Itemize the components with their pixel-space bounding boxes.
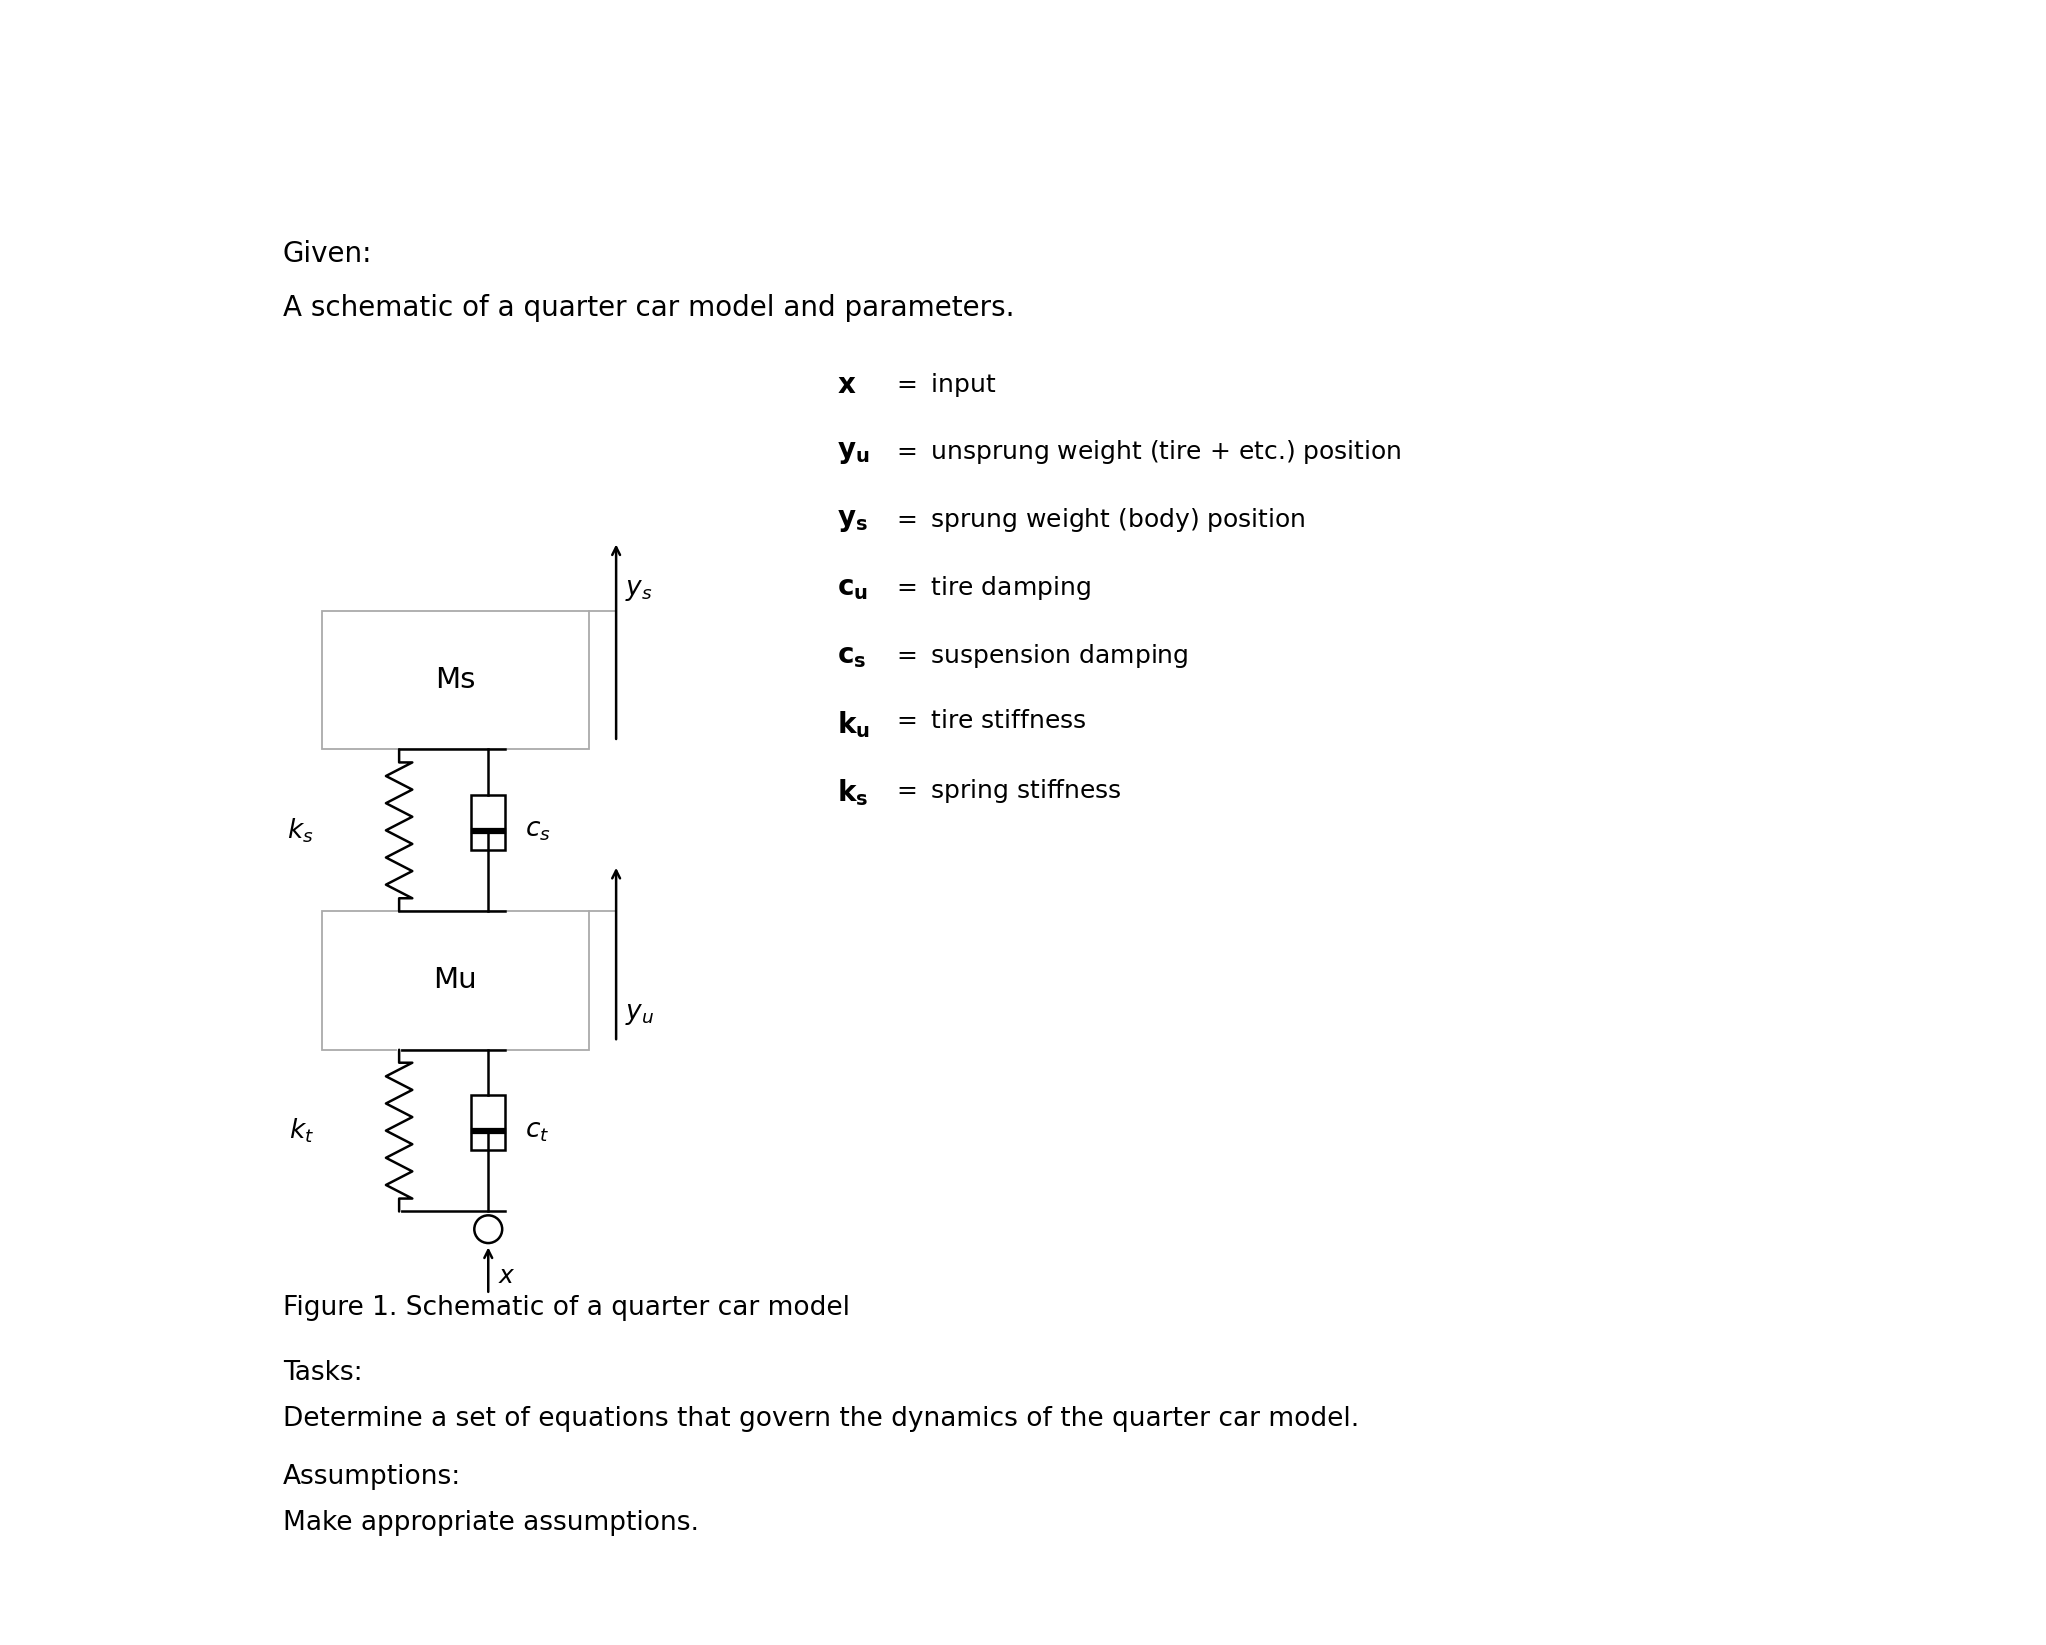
Text: $=$ tire stiffness: $=$ tire stiffness: [884, 709, 1086, 734]
Text: $\mathbf{y_u}$: $\mathbf{y_u}$: [837, 439, 870, 467]
Text: $=$ unsprung weight (tire + etc.) position: $=$ unsprung weight (tire + etc.) positi…: [884, 439, 1402, 467]
Text: $\mathbf{k_u}$: $\mathbf{k_u}$: [837, 709, 870, 740]
Text: $\mathbf{c_s}$: $\mathbf{c_s}$: [837, 642, 865, 670]
FancyBboxPatch shape: [471, 795, 505, 850]
Text: Ms: Ms: [436, 666, 475, 694]
Text: $\mathbf{y_s}$: $\mathbf{y_s}$: [837, 507, 868, 535]
Text: Assumptions:: Assumptions:: [282, 1464, 460, 1490]
Text: Figure 1. Schematic of a quarter car model: Figure 1. Schematic of a quarter car mod…: [282, 1295, 849, 1321]
FancyBboxPatch shape: [471, 1096, 505, 1150]
Text: $=$ tire damping: $=$ tire damping: [884, 574, 1091, 602]
Text: Tasks:: Tasks:: [282, 1360, 362, 1387]
Text: Determine a set of equations that govern the dynamics of the quarter car model.: Determine a set of equations that govern…: [282, 1406, 1359, 1433]
Text: $=$ suspension damping: $=$ suspension damping: [884, 642, 1189, 670]
Text: $\mathbf{c_u}$: $\mathbf{c_u}$: [837, 574, 868, 602]
Text: A schematic of a quarter car model and parameters.: A schematic of a quarter car model and p…: [282, 294, 1015, 322]
Text: x: x: [499, 1265, 514, 1288]
Text: $=$ input: $=$ input: [884, 370, 996, 398]
Text: $y_u$: $y_u$: [626, 1000, 655, 1026]
Text: $c_t$: $c_t$: [524, 1117, 548, 1143]
Text: $=$ sprung weight (body) position: $=$ sprung weight (body) position: [884, 507, 1305, 535]
Text: Make appropriate assumptions.: Make appropriate assumptions.: [282, 1510, 700, 1536]
Text: $\mathbf{x}$: $\mathbf{x}$: [837, 370, 857, 398]
Text: Mu: Mu: [434, 967, 477, 995]
Text: $=$ spring stiffness: $=$ spring stiffness: [884, 776, 1121, 804]
Text: $c_s$: $c_s$: [524, 818, 550, 844]
Bar: [321, 610, 589, 750]
Text: Given:: Given:: [282, 240, 372, 268]
Text: $k_s$: $k_s$: [286, 816, 313, 844]
Text: $k_t$: $k_t$: [288, 1117, 313, 1145]
Text: $\mathbf{k_s}$: $\mathbf{k_s}$: [837, 776, 868, 808]
Text: $y_s$: $y_s$: [626, 577, 653, 604]
Bar: [321, 911, 589, 1050]
